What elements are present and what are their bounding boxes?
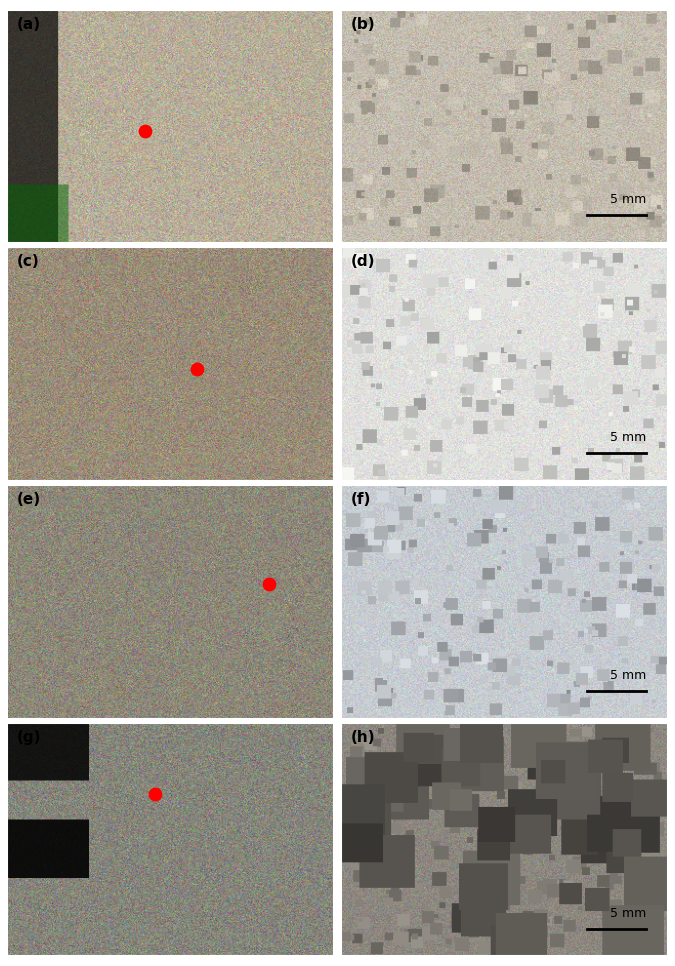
Text: 5 mm: 5 mm — [610, 193, 646, 206]
Point — [140, 124, 151, 139]
Text: (a): (a) — [17, 16, 40, 32]
Point — [149, 786, 160, 802]
Text: (h): (h) — [350, 730, 375, 745]
Text: (c): (c) — [17, 254, 39, 270]
Text: (d): (d) — [350, 254, 375, 270]
Text: 5 mm: 5 mm — [610, 668, 646, 682]
Point — [264, 576, 275, 591]
Text: (f): (f) — [350, 493, 371, 507]
Point — [192, 361, 202, 377]
Text: (g): (g) — [17, 730, 41, 745]
Text: 5 mm: 5 mm — [610, 906, 646, 920]
Text: 5 mm: 5 mm — [610, 431, 646, 443]
Text: (e): (e) — [17, 493, 40, 507]
Text: (b): (b) — [350, 16, 375, 32]
